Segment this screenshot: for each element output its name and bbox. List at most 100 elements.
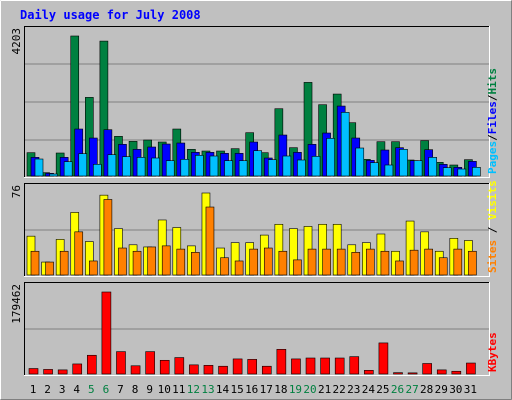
bar-pages-day-25 (384, 164, 394, 177)
bar-sites-day-4 (74, 231, 84, 276)
x-tick-label: 1 (30, 383, 37, 396)
bar-pages-day-21 (326, 138, 335, 177)
bar-pages-day-13 (209, 155, 219, 177)
bar-kbytes-day-3 (57, 369, 68, 375)
legend-item: / (486, 220, 499, 240)
x-tick-label: 21 (318, 383, 331, 396)
panel-3: 179462 KBytes (10, 282, 499, 376)
bar-pages-day-22 (340, 112, 350, 177)
bar-pages-day-8 (136, 157, 146, 177)
legend-item: KBytes (486, 332, 499, 372)
bar-kbytes-day-29 (436, 369, 447, 375)
x-tick-label: 29 (435, 383, 448, 396)
bar-pages-day-28 (428, 157, 437, 177)
bar-pages-day-4 (78, 153, 88, 177)
legend: KBytes (486, 332, 499, 372)
bar-kbytes-day-4 (72, 363, 83, 375)
bar-pages-day-16 (253, 150, 262, 177)
bar-kbytes-day-27 (407, 372, 418, 375)
x-tick-label: 16 (245, 383, 258, 396)
x-axis-labels: 1 2 3 4 5 6 7 8 9 10 11 12 13 14 15 16 17 18 19 20 21 22 23 24 2… (30, 383, 477, 396)
bar-kbytes-day-7 (116, 351, 126, 375)
x-tick-label: 3 (59, 383, 66, 396)
bar-kbytes-day-18 (276, 349, 287, 375)
bar-kbytes-day-30 (451, 370, 462, 375)
x-tick-label: 6 (103, 383, 110, 396)
bar-pages-day-3 (63, 161, 73, 177)
bar-kbytes-day-10 (159, 359, 170, 375)
bar-sites-day-28 (424, 248, 433, 276)
x-tick-label: 4 (73, 383, 80, 396)
bar-kbytes-day-8 (130, 365, 141, 375)
x-tick-label: 11 (172, 383, 185, 396)
bar-kbytes-day-1 (28, 368, 39, 375)
x-tick-label: 7 (117, 383, 124, 396)
x-tick-label: 14 (216, 383, 230, 396)
bar-kbytes-day-31 (466, 362, 476, 375)
x-tick-label: 10 (158, 383, 171, 396)
bar-sites-day-9 (147, 246, 156, 276)
x-tick-label: 30 (449, 383, 462, 396)
x-tick-label: 22 (333, 383, 346, 396)
bar-sites-day-22 (336, 248, 346, 276)
legend: Pages/Files/Hits (486, 68, 499, 174)
bar-sites-day-21 (322, 248, 331, 276)
bar-pages-day-5 (93, 164, 102, 177)
x-tick-label: 15 (230, 383, 243, 396)
bar-sites-day-17 (263, 247, 273, 276)
bar-kbytes-day-25 (378, 342, 389, 375)
bar-pages-day-7 (122, 156, 131, 177)
y-axis-max-label: 76 (10, 185, 23, 198)
bar-pages-day-31 (472, 167, 481, 177)
chart-title: Daily usage for July 2008 (20, 8, 201, 22)
x-tick-label: 19 (289, 383, 302, 396)
bar-sites-day-20 (307, 248, 317, 276)
bar-kbytes-day-2 (43, 369, 53, 375)
bar-pages-day-10 (165, 160, 175, 177)
x-tick-label: 23 (347, 383, 360, 396)
bar-pages-day-26 (399, 149, 408, 177)
bar-pages-day-24 (370, 162, 379, 177)
bar-sites-day-13 (205, 206, 215, 276)
bar-pages-day-23 (355, 147, 365, 177)
y-axis-max-label: 4203 (10, 28, 23, 55)
bar-sites-day-11 (176, 248, 186, 276)
bar-sites-day-23 (351, 252, 361, 276)
bar-pages-day-6 (107, 154, 117, 177)
bar-sites-day-15 (234, 260, 244, 276)
bar-pages-day-18 (282, 155, 292, 177)
bar-pages-day-20 (311, 156, 321, 177)
bar-sites-day-10 (161, 245, 171, 276)
legend-item: Pages (486, 141, 499, 174)
bar-sites-day-5 (89, 260, 98, 276)
bar-pages-day-29 (442, 167, 452, 177)
bar-pages-day-1 (34, 158, 44, 177)
bar-sites-day-18 (278, 250, 288, 276)
x-tick-label: 26 (391, 383, 404, 396)
x-tick-label: 27 (405, 383, 418, 396)
bar-pages-day-27 (413, 160, 423, 177)
bar-kbytes-day-21 (320, 357, 330, 375)
legend-item: Sites (486, 240, 499, 273)
bar-sites-day-24 (366, 248, 375, 276)
x-tick-label: 20 (303, 383, 316, 396)
bar-kbytes-day-5 (87, 354, 97, 375)
legend-item: / (486, 94, 499, 101)
bar-pages-day-2 (49, 173, 58, 177)
bar-pages-day-14 (224, 160, 233, 177)
bar-kbytes-day-13 (203, 365, 214, 375)
bar-sites-day-14 (220, 257, 229, 276)
bar-kbytes-day-16 (247, 359, 257, 375)
bar-sites-day-6 (103, 199, 113, 276)
x-tick-label: 2 (44, 383, 51, 396)
bar-sites-day-7 (118, 247, 127, 276)
bar-kbytes-day-6 (101, 291, 112, 375)
y-axis-max-label: 179462 (10, 284, 23, 324)
legend-item: Hits (486, 68, 499, 95)
bar-kbytes-day-14 (218, 365, 228, 375)
bar-sites-day-16 (249, 248, 258, 276)
bar-pages-day-19 (297, 159, 306, 177)
bar-kbytes-day-23 (349, 356, 360, 375)
